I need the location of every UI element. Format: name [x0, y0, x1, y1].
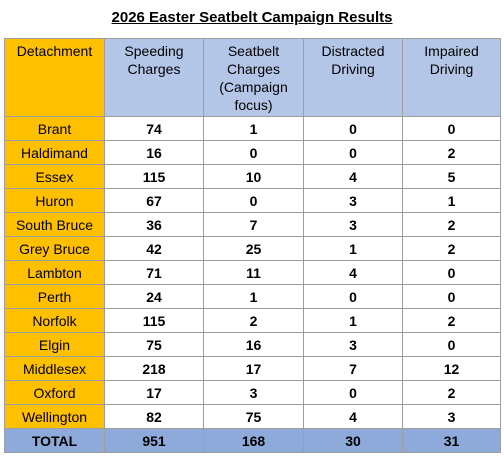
seatbelt-cell: 2 — [203, 308, 304, 333]
distracted-cell: 4 — [303, 164, 403, 189]
table-row: Grey Bruce 42 25 1 2 — [4, 236, 501, 261]
speeding-cell: 36 — [104, 212, 204, 237]
distracted-cell: 4 — [303, 260, 403, 285]
distracted-cell: 0 — [303, 380, 403, 405]
seatbelt-cell: 7 — [203, 212, 304, 237]
impaired-cell: 2 — [402, 140, 501, 165]
impaired-cell: 2 — [402, 308, 501, 333]
distracted-cell: 0 — [303, 116, 403, 141]
seatbelt-cell: 17 — [203, 356, 304, 381]
table-row: Perth 24 1 0 0 — [4, 284, 501, 309]
distracted-cell: 7 — [303, 356, 403, 381]
seatbelt-cell: 1 — [203, 116, 304, 141]
total-impaired: 31 — [402, 428, 501, 453]
table-row: Haldimand 16 0 0 2 — [4, 140, 501, 165]
distracted-cell: 1 — [303, 308, 403, 333]
impaired-cell: 3 — [402, 404, 501, 429]
seatbelt-cell: 75 — [203, 404, 304, 429]
total-speeding: 951 — [104, 428, 204, 453]
seatbelt-cell: 11 — [203, 260, 304, 285]
speeding-cell: 74 — [104, 116, 204, 141]
table-row: Huron 67 0 3 1 — [4, 188, 501, 213]
seatbelt-cell: 10 — [203, 164, 304, 189]
detachment-cell: Wellington — [4, 404, 105, 429]
seatbelt-cell: 0 — [203, 140, 304, 165]
impaired-cell: 0 — [402, 332, 501, 357]
speeding-cell: 82 — [104, 404, 204, 429]
impaired-cell: 2 — [402, 380, 501, 405]
speeding-cell: 17 — [104, 380, 204, 405]
impaired-cell: 5 — [402, 164, 501, 189]
table-row: Lambton 71 11 4 0 — [4, 260, 501, 285]
table-row: Norfolk 115 2 1 2 — [4, 308, 501, 333]
impaired-cell: 1 — [402, 188, 501, 213]
header-seatbelt-charges: Seatbelt Charges (Campaign focus) — [203, 38, 304, 117]
detachment-cell: Norfolk — [4, 308, 105, 333]
distracted-cell: 3 — [303, 332, 403, 357]
header-row: Detachment Speeding Charges Seatbelt Cha… — [4, 38, 501, 117]
seatbelt-cell: 0 — [203, 188, 304, 213]
distracted-cell: 0 — [303, 284, 403, 309]
detachment-cell: Perth — [4, 284, 105, 309]
distracted-cell: 3 — [303, 212, 403, 237]
detachment-cell: Haldimand — [4, 140, 105, 165]
seatbelt-cell: 25 — [203, 236, 304, 261]
speeding-cell: 67 — [104, 188, 204, 213]
table-row: South Bruce 36 7 3 2 — [4, 212, 501, 237]
table-body: Brant 74 1 0 0 Haldimand 16 0 0 2 Essex 115 10 4 5 Huro… — [4, 116, 501, 429]
detachment-cell: Essex — [4, 164, 105, 189]
detachment-cell: Grey Bruce — [4, 236, 105, 261]
detachment-cell: Lambton — [4, 260, 105, 285]
speeding-cell: 75 — [104, 332, 204, 357]
table-row: Elgin 75 16 3 0 — [4, 332, 501, 357]
table-row: Oxford 17 3 0 2 — [4, 380, 501, 405]
distracted-cell: 0 — [303, 140, 403, 165]
distracted-cell: 1 — [303, 236, 403, 261]
impaired-cell: 12 — [402, 356, 501, 381]
header-detachment: Detachment — [4, 38, 105, 117]
impaired-cell: 0 — [402, 284, 501, 309]
total-label: TOTAL — [4, 428, 105, 453]
seatbelt-cell: 3 — [203, 380, 304, 405]
detachment-cell: South Bruce — [4, 212, 105, 237]
table-row: Middlesex 218 17 7 12 — [4, 356, 501, 381]
total-seatbelt: 168 — [203, 428, 304, 453]
impaired-cell: 2 — [402, 212, 501, 237]
table-row: Brant 74 1 0 0 — [4, 116, 501, 141]
header-distracted-driving: Distracted Driving — [303, 38, 403, 117]
total-distracted: 30 — [303, 428, 403, 453]
detachment-cell: Middlesex — [4, 356, 105, 381]
detachment-cell: Brant — [4, 116, 105, 141]
speeding-cell: 42 — [104, 236, 204, 261]
table-row: Essex 115 10 4 5 — [4, 164, 501, 189]
detachment-cell: Huron — [4, 188, 105, 213]
header-impaired-driving: Impaired Driving — [402, 38, 501, 117]
speeding-cell: 71 — [104, 260, 204, 285]
impaired-cell: 0 — [402, 260, 501, 285]
header-speeding-charges: Speeding Charges — [104, 38, 204, 117]
total-row: TOTAL 951 168 30 31 — [4, 428, 501, 453]
distracted-cell: 4 — [303, 404, 403, 429]
speeding-cell: 115 — [104, 308, 204, 333]
impaired-cell: 0 — [402, 116, 501, 141]
detachment-cell: Oxford — [4, 380, 105, 405]
speeding-cell: 16 — [104, 140, 204, 165]
detachment-cell: Elgin — [4, 332, 105, 357]
speeding-cell: 115 — [104, 164, 204, 189]
speeding-cell: 218 — [104, 356, 204, 381]
table-title: 2026 Easter Seatbelt Campaign Results — [111, 9, 393, 26]
speeding-cell: 24 — [104, 284, 204, 309]
campaign-results-table: Detachment Speeding Charges Seatbelt Cha… — [4, 38, 501, 453]
table-row: Wellington 82 75 4 3 — [4, 404, 501, 429]
seatbelt-cell: 1 — [203, 284, 304, 309]
impaired-cell: 2 — [402, 236, 501, 261]
seatbelt-cell: 16 — [203, 332, 304, 357]
distracted-cell: 3 — [303, 188, 403, 213]
